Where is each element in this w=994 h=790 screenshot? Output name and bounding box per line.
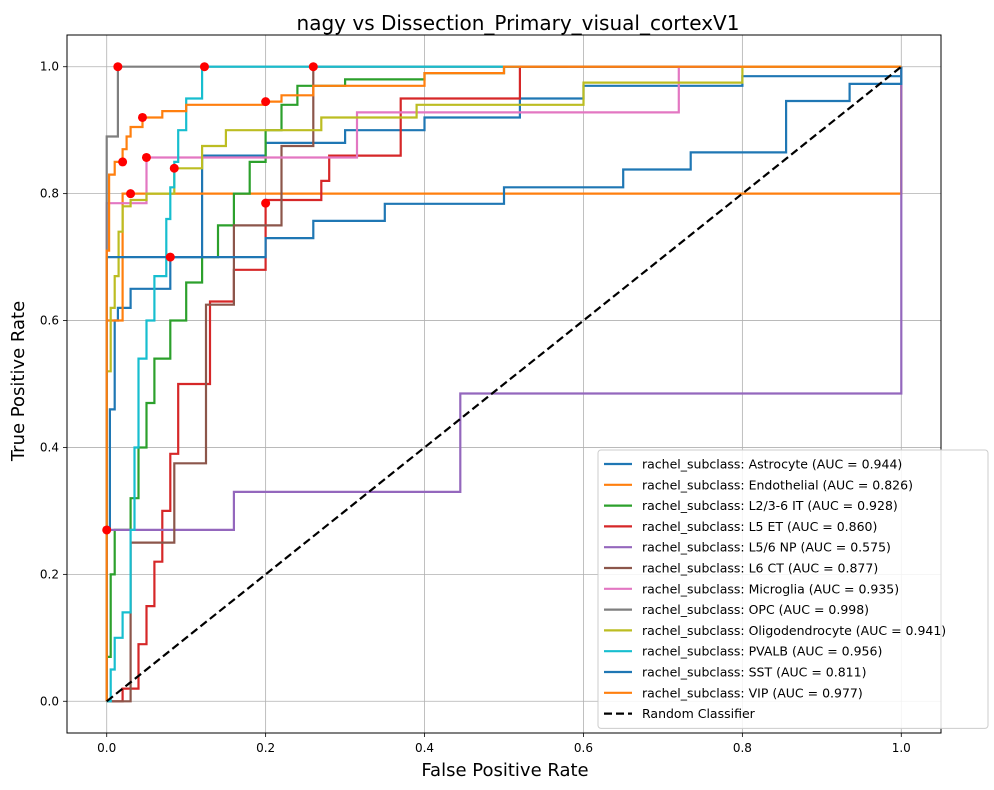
series-line-4 bbox=[105, 66, 903, 702]
x-tick-label: 0.0 bbox=[97, 741, 116, 755]
legend-label: rachel_subclass: Astrocyte (AUC = 0.944) bbox=[642, 457, 902, 472]
y-tick-label: 0.6 bbox=[40, 314, 59, 328]
threshold-marker bbox=[118, 157, 128, 167]
legend-label: rachel_subclass: PVALB (AUC = 0.956) bbox=[642, 644, 882, 659]
legend-label: Random Classifier bbox=[642, 706, 756, 721]
threshold-marker bbox=[141, 152, 151, 162]
legend-label: rachel_subclass: OPC (AUC = 0.998) bbox=[642, 602, 869, 617]
x-tick-label: 0.2 bbox=[256, 741, 275, 755]
series-line-3 bbox=[106, 65, 902, 703]
x-tick-label: 0.4 bbox=[415, 741, 434, 755]
legend-label: rachel_subclass: Oligodendrocyte (AUC = … bbox=[642, 623, 946, 638]
y-tick-label: 0.0 bbox=[40, 694, 59, 708]
plot-frame bbox=[66, 34, 942, 734]
threshold-marker bbox=[308, 62, 318, 72]
series-line-12 bbox=[106, 65, 902, 703]
x-tick-label: 0.6 bbox=[574, 741, 593, 755]
y-tick-label: 0.4 bbox=[40, 440, 59, 454]
threshold-marker bbox=[102, 525, 112, 535]
legend-label: rachel_subclass: L6 CT (AUC = 0.877) bbox=[642, 561, 878, 576]
legend-label: rachel_subclass: VIP (AUC = 0.977) bbox=[642, 685, 863, 700]
plot-area bbox=[102, 62, 903, 703]
chart-title: nagy vs Dissection_Primary_visual_cortex… bbox=[297, 11, 740, 35]
series-line-10 bbox=[105, 66, 903, 702]
y-tick-label: 0.2 bbox=[40, 567, 59, 581]
y-tick-label: 0.8 bbox=[40, 187, 59, 201]
legend-label: rachel_subclass: L2/3-6 IT (AUC = 0.928) bbox=[642, 498, 898, 513]
legend-label: rachel_subclass: Endothelial (AUC = 0.82… bbox=[642, 477, 913, 492]
legend: rachel_subclass: Astrocyte (AUC = 0.944)… bbox=[597, 449, 989, 729]
x-tick-label: 1.0 bbox=[892, 741, 911, 755]
threshold-marker bbox=[169, 163, 179, 173]
axis-ticks: 0.0 0.2 0.4 0.6 0.8 1.0 0.0 0.2 0.4 0.6 0.8 1.0 bbox=[40, 60, 911, 755]
legend-label: rachel_subclass: Microglia (AUC = 0.935) bbox=[642, 581, 899, 596]
series-line-8 bbox=[105, 65, 902, 702]
series-line-5 bbox=[106, 65, 902, 703]
threshold-marker bbox=[113, 62, 123, 72]
x-axis-label: False Positive Rate bbox=[421, 760, 588, 781]
threshold-marker bbox=[126, 189, 136, 199]
threshold-marker bbox=[261, 198, 271, 208]
threshold-marker bbox=[261, 97, 271, 107]
y-axis-label: True Positive Rate bbox=[8, 301, 29, 462]
legend-box bbox=[597, 449, 989, 729]
threshold-marker bbox=[199, 62, 209, 72]
legend-label: rachel_subclass: SST (AUC = 0.811) bbox=[642, 665, 866, 680]
threshold-marker bbox=[165, 252, 175, 262]
legend-label: rachel_subclass: L5/6 NP (AUC = 0.575) bbox=[642, 540, 891, 555]
y-tick-label: 1.0 bbox=[40, 60, 59, 74]
series-line-11 bbox=[105, 65, 902, 702]
x-tick-label: 0.8 bbox=[733, 741, 752, 755]
legend-label: rachel_subclass: L5 ET (AUC = 0.860) bbox=[642, 519, 877, 534]
threshold-marker bbox=[137, 112, 147, 122]
series-line-9 bbox=[106, 65, 520, 703]
